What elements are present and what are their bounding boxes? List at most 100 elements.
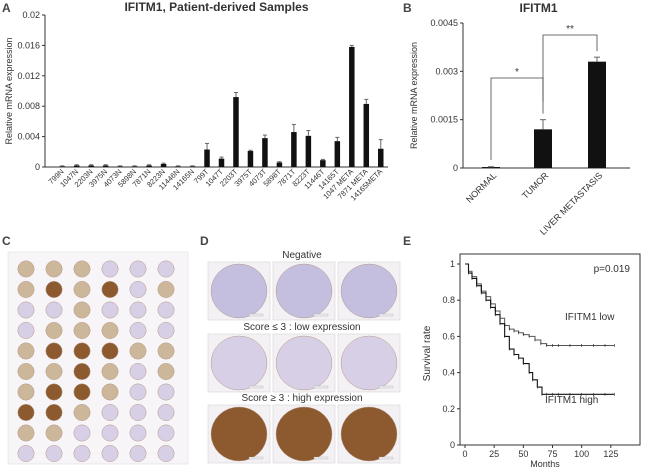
chart-e-xtick-label: 125 bbox=[603, 449, 618, 459]
tma-core bbox=[17, 424, 35, 442]
chart-b-xtick-label: LIVER METASTASIS bbox=[538, 170, 605, 237]
chart-e-xtick-label: 0 bbox=[462, 449, 467, 459]
tma-core bbox=[17, 301, 35, 319]
tma-core bbox=[157, 363, 175, 380]
ihc-tissue-core bbox=[210, 335, 268, 391]
chart-a-bar bbox=[218, 158, 225, 167]
chart-b-ytick-label: 0 bbox=[453, 163, 458, 173]
tma-core bbox=[45, 342, 63, 360]
chart-e-xtick-label: 25 bbox=[489, 449, 499, 459]
panel-letter-a: A bbox=[2, 1, 11, 15]
tma-core bbox=[45, 445, 63, 462]
ihc-tissue-core bbox=[340, 263, 398, 319]
tma-core bbox=[157, 281, 175, 298]
ihc-row-label-low: Score ≤ 3 : low expression bbox=[243, 322, 360, 333]
ihc-tissue-core bbox=[340, 335, 398, 391]
tma-core bbox=[101, 363, 119, 380]
tma-core bbox=[73, 404, 91, 421]
chart-a-ytick-label: 0.016 bbox=[17, 40, 40, 50]
tma-core bbox=[17, 322, 35, 339]
chart-e-xtick-label: 50 bbox=[518, 449, 528, 459]
ihc-row-label-negative: Negative bbox=[282, 250, 322, 261]
tma-core bbox=[157, 260, 175, 278]
tma-core bbox=[129, 404, 147, 421]
tma-core bbox=[129, 445, 147, 462]
tma-core bbox=[129, 260, 147, 278]
ihc-tissue-core bbox=[275, 263, 333, 319]
chart-a-bar bbox=[233, 97, 239, 167]
tma-core bbox=[157, 424, 175, 442]
tma-core bbox=[129, 301, 147, 319]
ihc-scale-bar bbox=[378, 313, 394, 317]
chart-b-sig-bracket bbox=[542, 34, 598, 102]
chart-a-ytick-label: 0.008 bbox=[17, 101, 40, 111]
tma-core bbox=[17, 445, 35, 462]
chart-b-bar bbox=[588, 61, 606, 168]
chart-e-series-line bbox=[465, 263, 615, 395]
chart-a-bar bbox=[160, 163, 167, 167]
tma-core bbox=[73, 363, 91, 380]
chart-e-ytick-label: 0.4 bbox=[442, 368, 455, 378]
tma-core bbox=[17, 404, 35, 421]
chart-a-bar bbox=[320, 160, 326, 167]
tma-core bbox=[157, 342, 175, 360]
chart-a-bar bbox=[73, 165, 80, 167]
ihc-scale-bar bbox=[378, 385, 394, 389]
ihc-tissue-core bbox=[275, 335, 333, 391]
tma-core bbox=[45, 301, 63, 319]
chart-b-sig-star: ** bbox=[566, 24, 574, 35]
tma-core bbox=[101, 424, 119, 442]
chart-a-title: IFITM1, Patient-derived Samples bbox=[124, 0, 308, 14]
chart-a-bar bbox=[247, 151, 254, 167]
chart-e-series-label: IFITM1 high bbox=[545, 395, 598, 406]
chart-a-ytick-label: 0 bbox=[35, 162, 40, 172]
chart-a-bar bbox=[131, 166, 138, 167]
chart-b: IFITM1 Relative mRNA expression 0 0.0015 0.0… bbox=[409, 1, 630, 237]
tma-core bbox=[101, 260, 119, 278]
tma-core bbox=[157, 445, 175, 462]
chart-b-xtick-label: TUMOR bbox=[520, 170, 551, 201]
tissue-microarray-panel bbox=[7, 251, 189, 465]
tma-core bbox=[45, 383, 63, 401]
tma-core bbox=[45, 424, 63, 442]
panel-letter-c: C bbox=[2, 234, 11, 248]
chart-a-bar bbox=[349, 46, 355, 167]
chart-b-bar bbox=[482, 167, 500, 169]
ihc-scale-bar bbox=[313, 456, 329, 460]
tma-core bbox=[101, 342, 119, 360]
ihc-scale-bar bbox=[313, 385, 329, 389]
chart-e-xtick-label: 100 bbox=[574, 449, 589, 459]
panel-letter-d: D bbox=[200, 234, 209, 248]
chart-e-ytick-label: 0.2 bbox=[442, 404, 455, 414]
chart-e-frame bbox=[459, 253, 641, 446]
chart-b-xtick-label: NORMAL bbox=[464, 170, 498, 204]
chart-b-ylabel: Relative mRNA expression bbox=[409, 42, 419, 149]
chart-a: IFITM1, Patient-derived Samples Relative … bbox=[4, 0, 388, 203]
chart-e-series-line bbox=[465, 263, 615, 346]
chart-e-ytick-label: 1 bbox=[450, 259, 455, 269]
tma-core bbox=[157, 404, 175, 421]
chart-e-annotation: p=0.019 bbox=[594, 264, 631, 275]
ihc-scale-bar bbox=[248, 456, 264, 460]
chart-a-bar bbox=[334, 141, 341, 167]
chart-a-bar bbox=[88, 165, 94, 167]
tma-core bbox=[73, 342, 91, 360]
tma-core bbox=[101, 383, 119, 401]
tma-core bbox=[17, 363, 35, 380]
chart-a-bar bbox=[363, 103, 370, 167]
chart-b-bar bbox=[534, 129, 552, 168]
chart-a-bar bbox=[291, 132, 297, 167]
chart-a-bar bbox=[378, 148, 384, 167]
ihc-scale-bar bbox=[313, 313, 329, 317]
chart-a-bar bbox=[117, 166, 123, 167]
chart-e-ylabel: Survival rate bbox=[422, 325, 433, 381]
chart-a-bar bbox=[175, 166, 181, 167]
chart-a-ylabel: Relative mRNA expression bbox=[4, 37, 14, 144]
tma-core bbox=[73, 445, 91, 462]
ihc-tissue-core bbox=[275, 406, 333, 462]
tma-core bbox=[73, 260, 91, 278]
chart-b-ytick-label: 0.003 bbox=[435, 66, 458, 76]
chart-e-ytick-label: 0.8 bbox=[442, 295, 455, 305]
tma-core bbox=[17, 342, 35, 360]
